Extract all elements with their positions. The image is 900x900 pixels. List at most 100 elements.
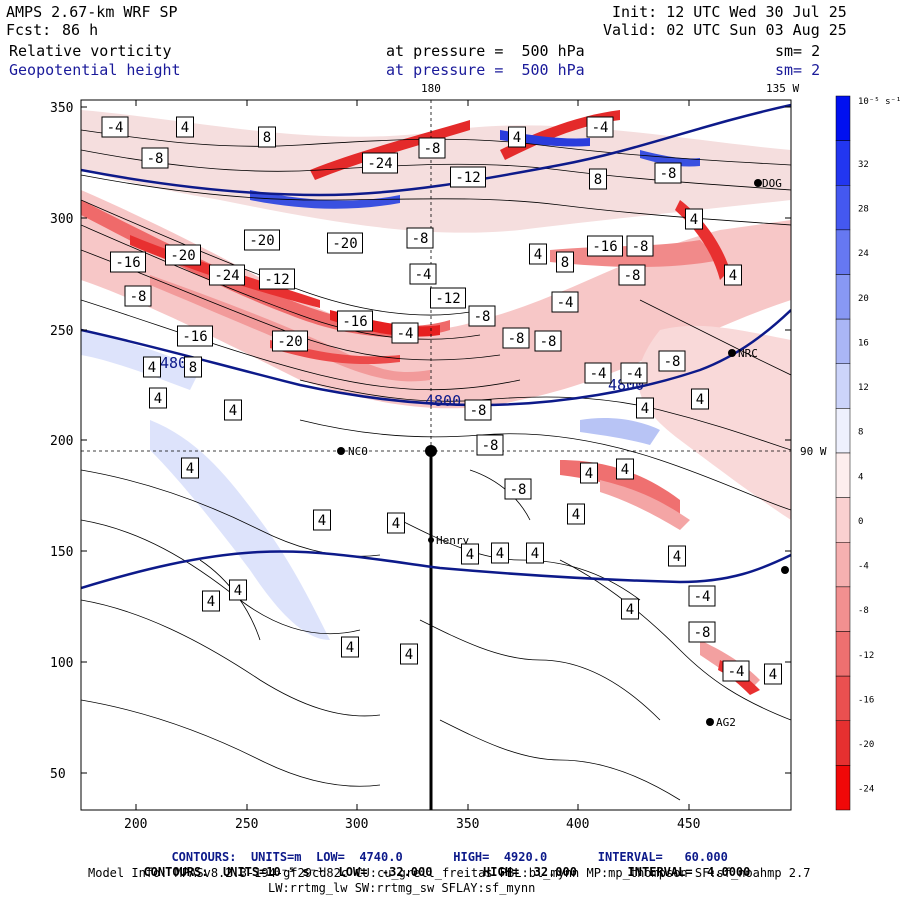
svg-text:-24: -24 xyxy=(367,156,392,172)
vorticity-value-label: -8 xyxy=(464,399,492,421)
svg-text:-4: -4 xyxy=(728,664,745,680)
colorbar-band xyxy=(835,720,851,766)
svg-text:4: 4 xyxy=(621,462,629,478)
colorbar-band xyxy=(835,95,851,141)
svg-text:-8: -8 xyxy=(632,239,649,255)
x-tick-label: 200 xyxy=(124,817,147,832)
colorbar-band xyxy=(835,586,851,632)
svg-text:4: 4 xyxy=(186,461,194,477)
station-markers xyxy=(337,179,789,726)
vorticity-value-label: -4 xyxy=(586,116,614,138)
svg-text:4: 4 xyxy=(690,212,698,228)
svg-text:-16: -16 xyxy=(592,239,617,255)
vorticity-value-label: -24 xyxy=(209,264,245,286)
vorticity-value-label: -16 xyxy=(587,235,623,257)
station-henry-marker xyxy=(428,537,434,543)
vorticity-value-label: -20 xyxy=(244,229,280,251)
vorticity-value-label: 4 xyxy=(176,116,194,138)
forecast-label: Fcst: xyxy=(6,21,52,39)
map-fields: NCO Henry NRC DOG AG2 4800 4800 4800 -4 4… xyxy=(81,100,791,810)
vorticity-value-label: -4 xyxy=(391,322,419,344)
vorticity-value-label: -8 xyxy=(418,137,446,159)
field2-smoothing: sm= 2 xyxy=(775,61,821,79)
vorticity-value-label: 4 xyxy=(202,590,220,612)
svg-text:4: 4 xyxy=(466,547,474,563)
vorticity-value-label: -8 xyxy=(504,478,532,500)
svg-text:-4: -4 xyxy=(415,267,432,283)
svg-text:4: 4 xyxy=(148,360,156,376)
svg-text:4: 4 xyxy=(729,268,737,284)
svg-text:-4: -4 xyxy=(590,366,607,382)
vorticity-value-label: -20 xyxy=(272,330,308,352)
model-info: Model Info: MPASv8.2.3-194-gf29cd82c CU:… xyxy=(88,866,811,880)
vorticity-value-label: -8 xyxy=(406,227,434,249)
svg-text:4: 4 xyxy=(318,513,326,529)
vorticity-value-label: -8 xyxy=(476,434,504,456)
svg-text:8: 8 xyxy=(189,360,197,376)
vorticity-value-label: -12 xyxy=(450,166,486,188)
y-tick-label: 250 xyxy=(50,324,73,339)
svg-text:-8: -8 xyxy=(130,289,147,305)
vorticity-value-label: -8 xyxy=(468,305,496,327)
colorbar-band xyxy=(835,140,851,186)
vorticity-value-label: -16 xyxy=(110,251,146,273)
vorticity-value-label: -4 xyxy=(688,585,716,607)
vorticity-value-label: -8 xyxy=(654,162,682,184)
vorticity-value-label: -4 xyxy=(101,116,129,138)
colorbar-band xyxy=(835,497,851,543)
station-nrc-marker xyxy=(728,349,736,357)
lon-label-180: 180 xyxy=(421,82,441,95)
svg-text:-8: -8 xyxy=(624,268,641,284)
svg-text:-12: -12 xyxy=(455,170,480,186)
colorbar-band xyxy=(835,185,851,231)
field2-name: Geopotential height xyxy=(9,61,181,79)
vorticity-value-label: -20 xyxy=(327,232,363,254)
vorticity-value-label: 4 xyxy=(724,264,742,286)
station-dog-label: DOG xyxy=(762,177,782,190)
lat-label-90w: 90 W xyxy=(800,445,827,458)
svg-text:-20: -20 xyxy=(249,233,274,249)
svg-text:-8: -8 xyxy=(482,438,499,454)
svg-text:4: 4 xyxy=(405,647,413,663)
vorticity-value-label: -16 xyxy=(337,310,373,332)
colorbar-tick-label: 0 xyxy=(858,517,863,527)
vorticity-value-label: 4 xyxy=(764,663,782,685)
vorticity-value-label: 4 xyxy=(313,509,331,531)
svg-text:-8: -8 xyxy=(424,141,441,157)
colorbar-tick-label: -4 xyxy=(858,562,869,572)
svg-text:4: 4 xyxy=(531,546,539,562)
vorticity-value-label: 4 xyxy=(691,388,709,410)
vorticity-value-label: 4 xyxy=(491,542,509,564)
svg-text:4: 4 xyxy=(626,602,634,618)
vorticity-value-label: 4 xyxy=(341,636,359,658)
vorticity-value-label: 4 xyxy=(229,579,247,601)
svg-text:4: 4 xyxy=(154,391,162,407)
colorbar-tick-label: -20 xyxy=(858,740,874,750)
svg-text:-4: -4 xyxy=(694,589,711,605)
svg-text:-8: -8 xyxy=(508,331,525,347)
svg-text:8: 8 xyxy=(263,130,271,146)
svg-text:-12: -12 xyxy=(435,291,460,307)
svg-text:4: 4 xyxy=(572,507,580,523)
svg-text:4: 4 xyxy=(234,583,242,599)
svg-text:-8: -8 xyxy=(540,334,557,350)
svg-text:4: 4 xyxy=(346,640,354,656)
station-nco-marker xyxy=(337,447,345,455)
colorbar-tick-label: 12 xyxy=(858,383,869,393)
svg-text:4: 4 xyxy=(769,667,777,683)
colorbar-tick-label: 24 xyxy=(858,249,869,259)
svg-text:-4: -4 xyxy=(626,366,643,382)
vorticity-value-label: -4 xyxy=(551,291,579,313)
svg-text:-8: -8 xyxy=(470,403,487,419)
svg-text:-12: -12 xyxy=(264,272,289,288)
colorbar-band xyxy=(835,452,851,498)
vorticity-value-label: -8 xyxy=(688,621,716,643)
vorticity-value-label: 4 xyxy=(508,126,526,148)
x-tick-label: 450 xyxy=(677,817,700,832)
colorbar-tick-label: -12 xyxy=(858,651,874,661)
vorticity-value-label: 4 xyxy=(461,543,479,565)
svg-text:-20: -20 xyxy=(332,236,357,252)
svg-text:8: 8 xyxy=(594,172,602,188)
svg-text:-8: -8 xyxy=(474,309,491,325)
svg-text:4: 4 xyxy=(392,516,400,532)
